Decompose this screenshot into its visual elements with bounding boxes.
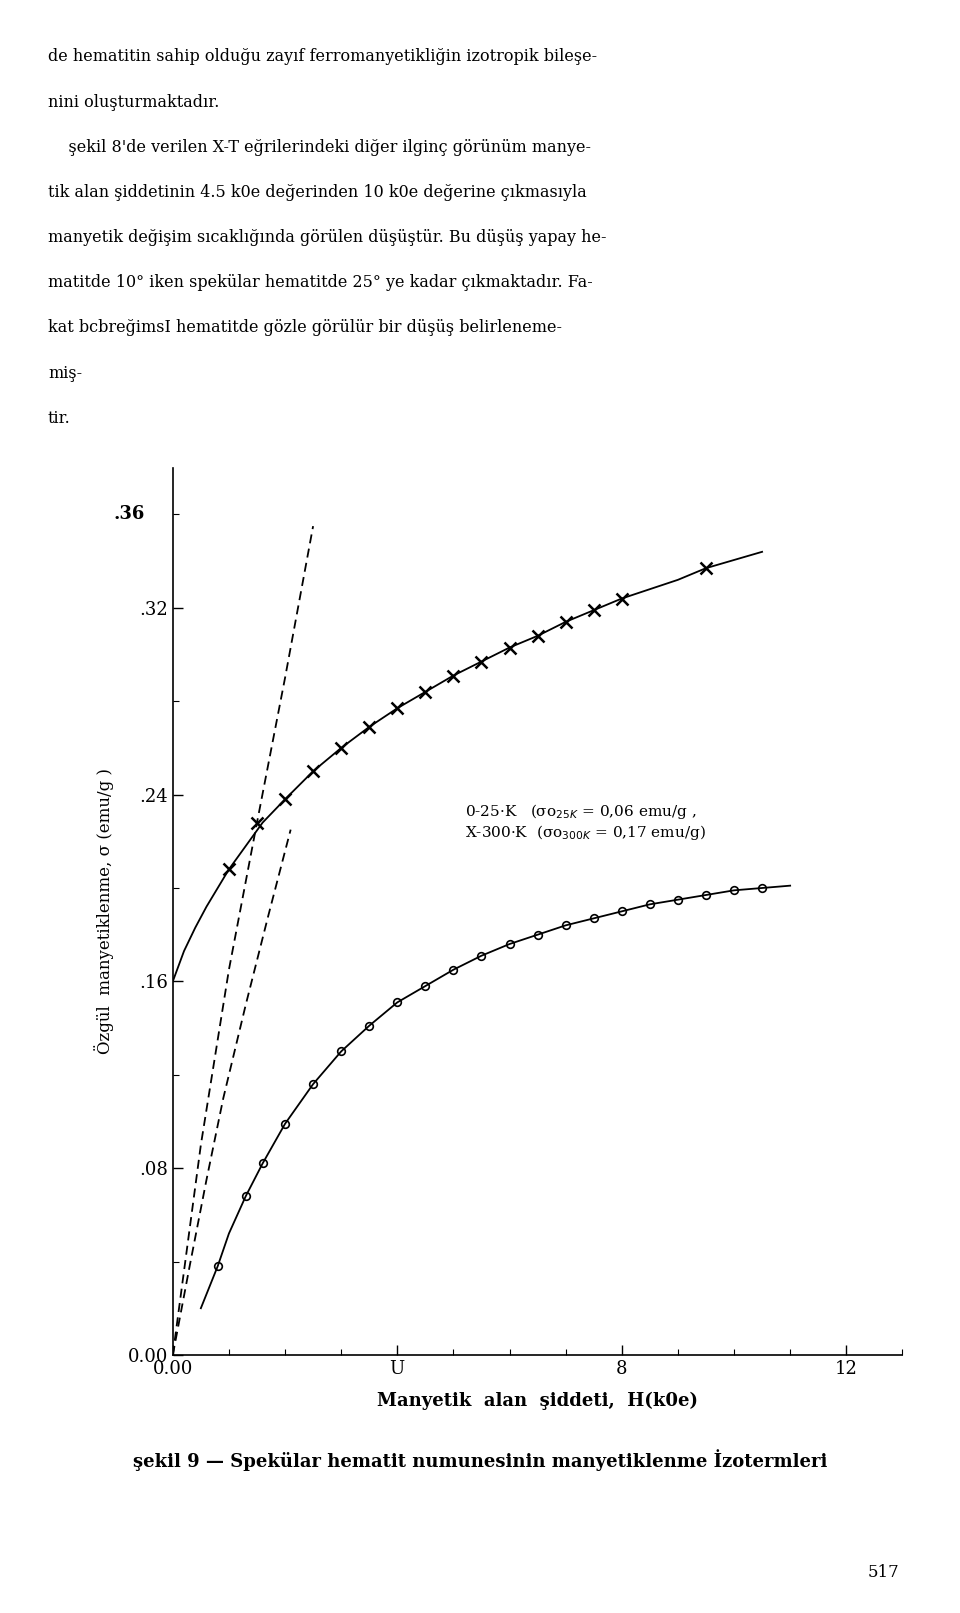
Text: kat bcbreğimsI hematitde gözle görülür bir düşüş belirleneme-: kat bcbreğimsI hematitde gözle görülür b… [48, 319, 562, 337]
Text: 0-25·K   (σo$_{25K}$ = 0,06 emu/g ,
X-300·K  (σo$_{300K}$ = 0,17 emu/g): 0-25·K (σo$_{25K}$ = 0,06 emu/g , X-300·… [465, 802, 706, 842]
Text: tir.: tir. [48, 410, 71, 427]
Text: de hematitin sahip olduğu zayıf ferromanyetikliğin izotropik bileşe-: de hematitin sahip olduğu zayıf ferroman… [48, 48, 597, 66]
Text: 517: 517 [867, 1565, 900, 1581]
X-axis label: Manyetik  alan  şiddeti,  H(k0e): Manyetik alan şiddeti, H(k0e) [377, 1392, 698, 1410]
Text: matitde 10° iken spekülar hematitde 25° ye kadar çıkmaktadır. Fa-: matitde 10° iken spekülar hematitde 25° … [48, 274, 592, 292]
Text: miş-: miş- [48, 365, 83, 382]
Text: nini oluşturmaktadır.: nini oluşturmaktadır. [48, 94, 220, 111]
Text: .36: .36 [113, 505, 145, 524]
Y-axis label: Özgül  manyetiklenme, σ (emu/g ): Özgül manyetiklenme, σ (emu/g ) [94, 768, 113, 1055]
Text: şekil 8'de verilen X-T eğrilerindeki diğer ilginç görünüm manye-: şekil 8'de verilen X-T eğrilerindeki diğ… [48, 139, 591, 156]
Text: tik alan şiddetinin 4.5 k0e değerinden 10 k0e değerine çıkmasıyla: tik alan şiddetinin 4.5 k0e değerinden 1… [48, 184, 587, 202]
Text: manyetik değişim sıcaklığında görülen düşüştür. Bu düşüş yapay he-: manyetik değişim sıcaklığında görülen dü… [48, 229, 607, 247]
Text: şekil 9 — Spekülar hematit numunesinin manyetiklenme İzotermleri: şekil 9 — Spekülar hematit numunesinin m… [132, 1448, 828, 1471]
